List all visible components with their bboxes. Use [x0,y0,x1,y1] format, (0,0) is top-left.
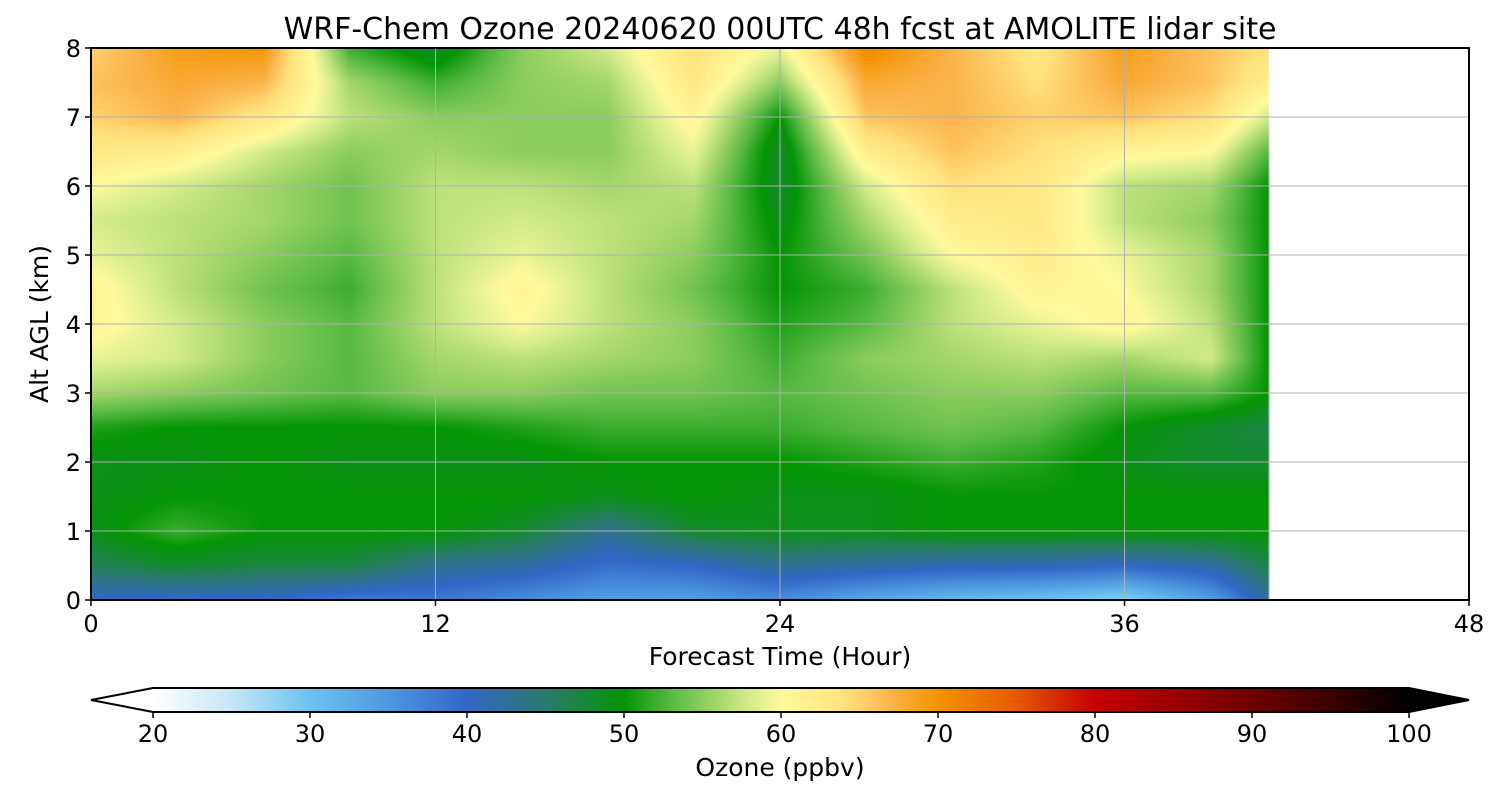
y-tick-label: 4 [66,311,81,339]
y-axis-ticks: 0 1 2 3 4 5 6 7 8 [66,35,91,615]
colorbar-extend-low [91,688,153,712]
colorbar-tick-label: 90 [1237,720,1268,748]
x-axis-ticks: 0 12 24 36 48 [83,600,1484,638]
y-tick-label: 5 [66,242,81,270]
y-tick-label: 0 [66,587,81,615]
colorbar-tick-label: 70 [923,720,954,748]
y-tick-label: 1 [66,518,81,546]
colorbar-tick-label: 50 [609,720,640,748]
colorbar-extend-high [1409,688,1469,712]
x-axis-label: Forecast Time (Hour) [649,642,912,671]
y-tick-label: 7 [66,104,81,132]
colorbar-tick-label: 80 [1080,720,1111,748]
y-tick-label: 2 [66,449,81,477]
colorbar-label: Ozone (ppbv) [695,753,864,782]
x-tick-label: 36 [1109,610,1140,638]
colorbar-tick-label: 100 [1386,720,1432,748]
colorbar: 20 30 40 50 60 70 80 90 100 [90,687,1470,748]
y-tick-label: 8 [66,35,81,63]
grid-lines [91,48,1469,600]
y-tick-label: 6 [66,173,81,201]
colorbar-tick-label: 20 [138,720,169,748]
colorbar-tick-label: 30 [295,720,326,748]
x-tick-label: 0 [83,610,98,638]
chart-title: WRF-Chem Ozone 20240620 00UTC 48h fcst a… [284,12,1277,47]
x-tick-label: 12 [420,610,451,638]
colorbar-tick-label: 40 [452,720,483,748]
colorbar-ticks: 20 30 40 50 60 70 80 90 100 [138,712,1432,748]
y-tick-label: 3 [66,380,81,408]
colorbar-tick-label: 60 [766,720,797,748]
x-tick-label: 48 [1454,610,1485,638]
y-axis-label: Alt AGL (km) [25,245,54,403]
colorbar-gradient [153,688,1409,712]
x-tick-label: 24 [765,610,796,638]
